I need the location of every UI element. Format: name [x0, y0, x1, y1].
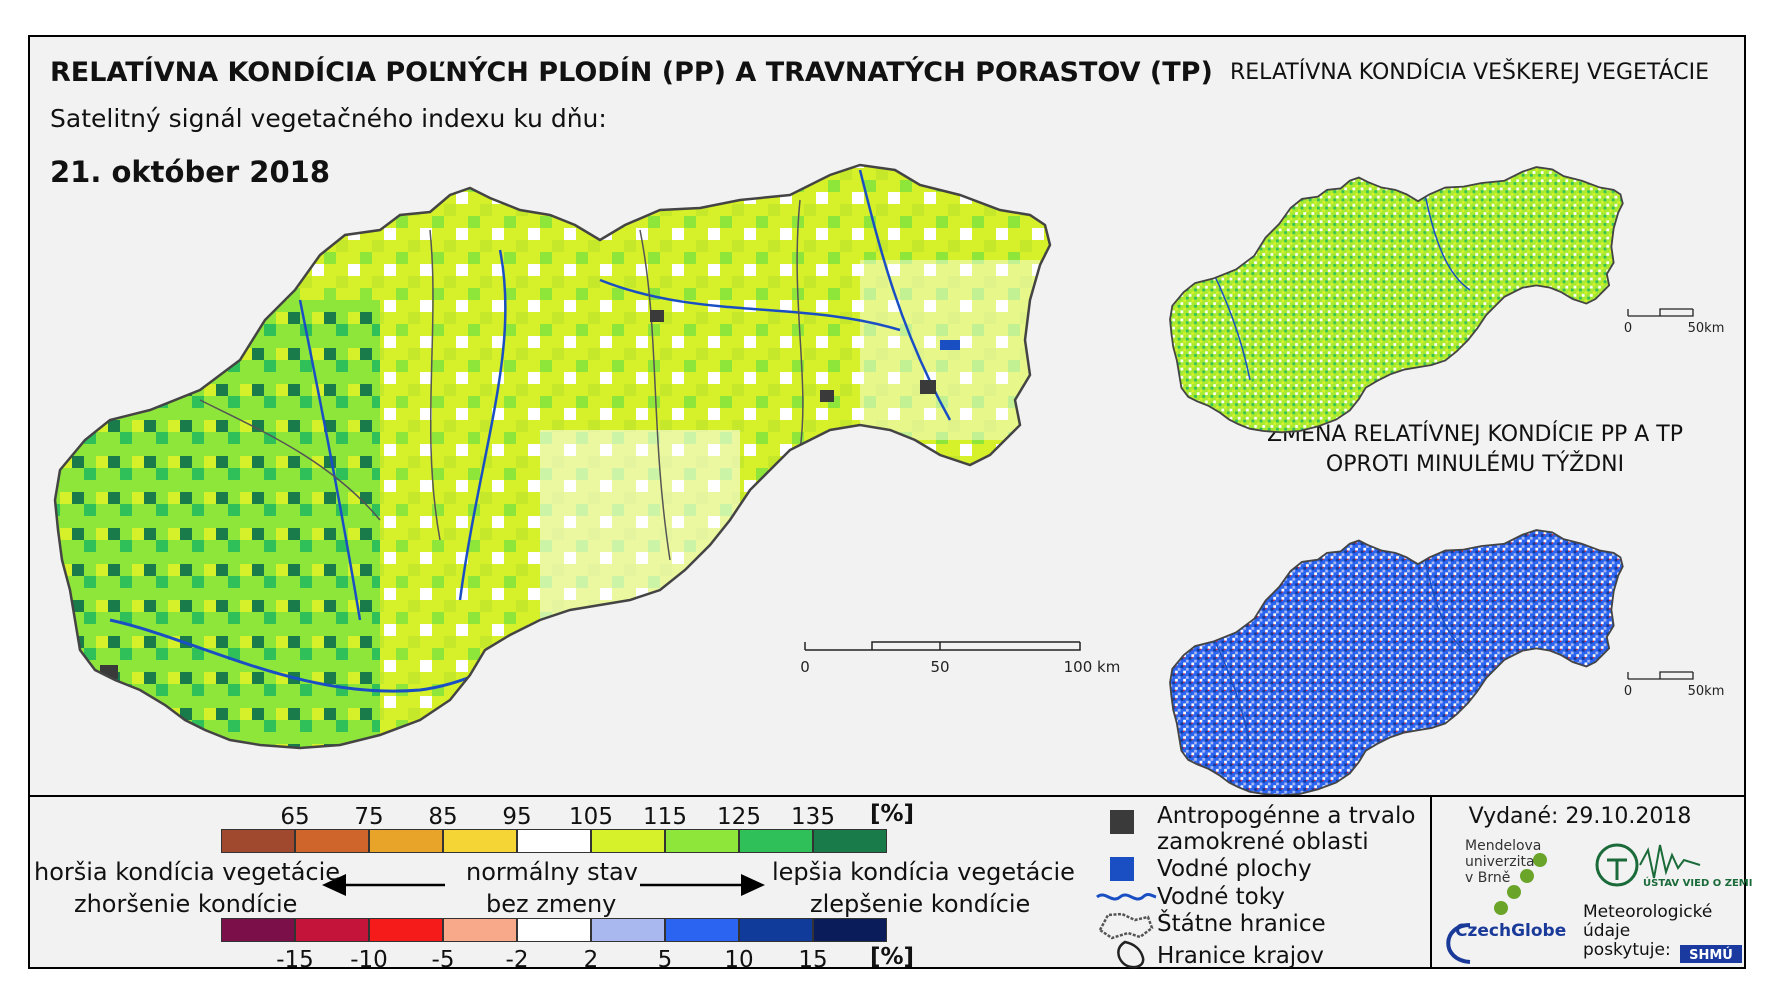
change-map: [1169, 529, 1624, 797]
change-swatch: [813, 918, 887, 942]
czechglobe-text: CzechGlobe: [1455, 921, 1567, 941]
mendel-logo: [1494, 853, 1547, 915]
bottom-scale-50: 50km: [1688, 684, 1725, 699]
condition-swatch: [665, 829, 739, 853]
better-change-label: zlepšenie kondície: [810, 890, 1031, 918]
page-subtitle: Satelitný signál vegetačného indexu ku d…: [50, 104, 607, 133]
cond-tick-85: 85: [428, 804, 458, 830]
chg-unit: [%]: [870, 944, 915, 970]
worse-arrow: [322, 874, 445, 896]
condition-swatch: [591, 829, 665, 853]
condition-swatch: [295, 829, 369, 853]
change-swatch: [369, 918, 443, 942]
mendel-line3: v Brně: [1465, 870, 1511, 886]
legend-watercourses: Vodné toky: [1157, 884, 1285, 910]
worse-condition-label: horšia kondícia vegetácie: [34, 858, 341, 886]
condition-swatch: [739, 829, 813, 853]
chg-tick-m10: -10: [350, 947, 388, 973]
mendel-text: Mendelova univerzita v Brně: [1465, 838, 1541, 886]
top-scalebar: 0 50km: [1624, 308, 1725, 336]
cond-tick-105: 105: [569, 804, 613, 830]
change-swatch: [517, 918, 591, 942]
chg-tick-2: 2: [583, 947, 599, 973]
change-swatch: [665, 918, 739, 942]
meteo-line3: poskytuje:: [1583, 940, 1671, 960]
top-scale-0: 0: [1624, 321, 1632, 336]
legend-anthropogenic-line1: Antropogénne a trvalo: [1157, 803, 1416, 829]
meteo-line2: údaje: [1583, 921, 1631, 941]
czechglobe-icon: [1446, 923, 1471, 964]
change-swatch: [443, 918, 517, 942]
legend-area: [28, 795, 1746, 969]
shmu-logo: SHMÚ: [1680, 945, 1742, 963]
ustav-logo: [1595, 843, 1701, 887]
ustav-text: ÚSTAV VIED O ZEMI: [1643, 878, 1753, 889]
chg-tick-10: 10: [724, 947, 754, 973]
shmu-text: SHMÚ: [1689, 947, 1733, 963]
cond-tick-115: 115: [643, 804, 687, 830]
cond-tick-65: 65: [280, 804, 310, 830]
condition-swatch: [813, 829, 887, 853]
mendel-line1: Mendelova: [1465, 838, 1542, 854]
main-scale-0: 0: [800, 658, 810, 676]
main-scale-50: 50: [930, 658, 949, 676]
water-bodies-swatch: [1110, 857, 1134, 881]
cond-tick-135: 135: [791, 804, 835, 830]
no-change-label: bez zmeny: [486, 890, 617, 918]
main-scalebar: 0 50 100 km: [800, 641, 1121, 676]
condition-swatch: [443, 829, 517, 853]
cond-unit: [%]: [870, 801, 915, 827]
better-condition-label: lepšia kondícia vegetácie: [772, 858, 1075, 886]
vegetation-condition-map: [1169, 166, 1624, 434]
state-border-icon: [1098, 912, 1154, 940]
condition-swatch: [221, 829, 295, 853]
watercourse-icon: [1096, 893, 1157, 901]
condition-swatch: [369, 829, 443, 853]
anthropogenic-swatch: [1110, 810, 1134, 834]
change-title-line1: ZMENA RELATÍVNEJ KONDÍCIE PP A TP: [1266, 422, 1683, 447]
worse-change-label: zhoršenie kondície: [74, 890, 298, 918]
region-border-icon: [1117, 940, 1145, 969]
legend-water-bodies: Vodné plochy: [1157, 856, 1312, 882]
legend-divider: [1430, 795, 1432, 969]
change-swatch: [295, 918, 369, 942]
meteo-text: Meteorologické údaje poskytuje:: [1583, 903, 1712, 960]
change-swatch: [221, 918, 295, 942]
condition-swatch: [517, 829, 591, 853]
mendel-line2: univerzita: [1465, 854, 1535, 870]
legend-state-borders: Štátne hranice: [1157, 911, 1326, 937]
change-panel-title: ZMENA RELATÍVNEJ KONDÍCIE PP A TP OPROTI…: [1230, 420, 1720, 480]
legend-region-borders: Hranice krajov: [1157, 943, 1324, 969]
normal-state-label: normálny stav: [466, 858, 638, 886]
main-condition-map: [53, 163, 1052, 750]
report-date: 21. október 2018: [50, 155, 331, 189]
cond-tick-75: 75: [354, 804, 384, 830]
cond-tick-95: 95: [502, 804, 532, 830]
bottom-scalebar: 0 50km: [1624, 671, 1725, 699]
better-arrow: [640, 874, 765, 896]
chg-tick-5: 5: [657, 947, 673, 973]
change-swatch: [739, 918, 813, 942]
chg-tick-m2: -2: [505, 947, 529, 973]
bottom-scale-0: 0: [1624, 684, 1632, 699]
main-scale-100: 100 km: [1064, 658, 1121, 676]
meteo-line1: Meteorologické: [1583, 902, 1713, 922]
chg-tick-m5: -5: [431, 947, 455, 973]
page-title: RELATÍVNA KONDÍCIA POĽNÝCH PLODÍN (PP) A…: [50, 57, 1213, 88]
cond-tick-125: 125: [717, 804, 761, 830]
top-scale-50: 50km: [1688, 321, 1725, 336]
issued-date: Vydané: 29.10.2018: [1468, 804, 1692, 829]
change-title-line2: OPROTI MINULÉMU TÝŽDNI: [1325, 452, 1625, 477]
change-swatch: [591, 918, 665, 942]
chg-tick-15: 15: [798, 947, 828, 973]
legend-anthropogenic-line2: zamokrené oblasti: [1157, 829, 1369, 855]
vegetation-panel-title: RELATÍVNA KONDÍCIA VEŠKEREJ VEGETÁCIE: [1230, 60, 1710, 85]
chg-tick-m15: -15: [276, 947, 314, 973]
